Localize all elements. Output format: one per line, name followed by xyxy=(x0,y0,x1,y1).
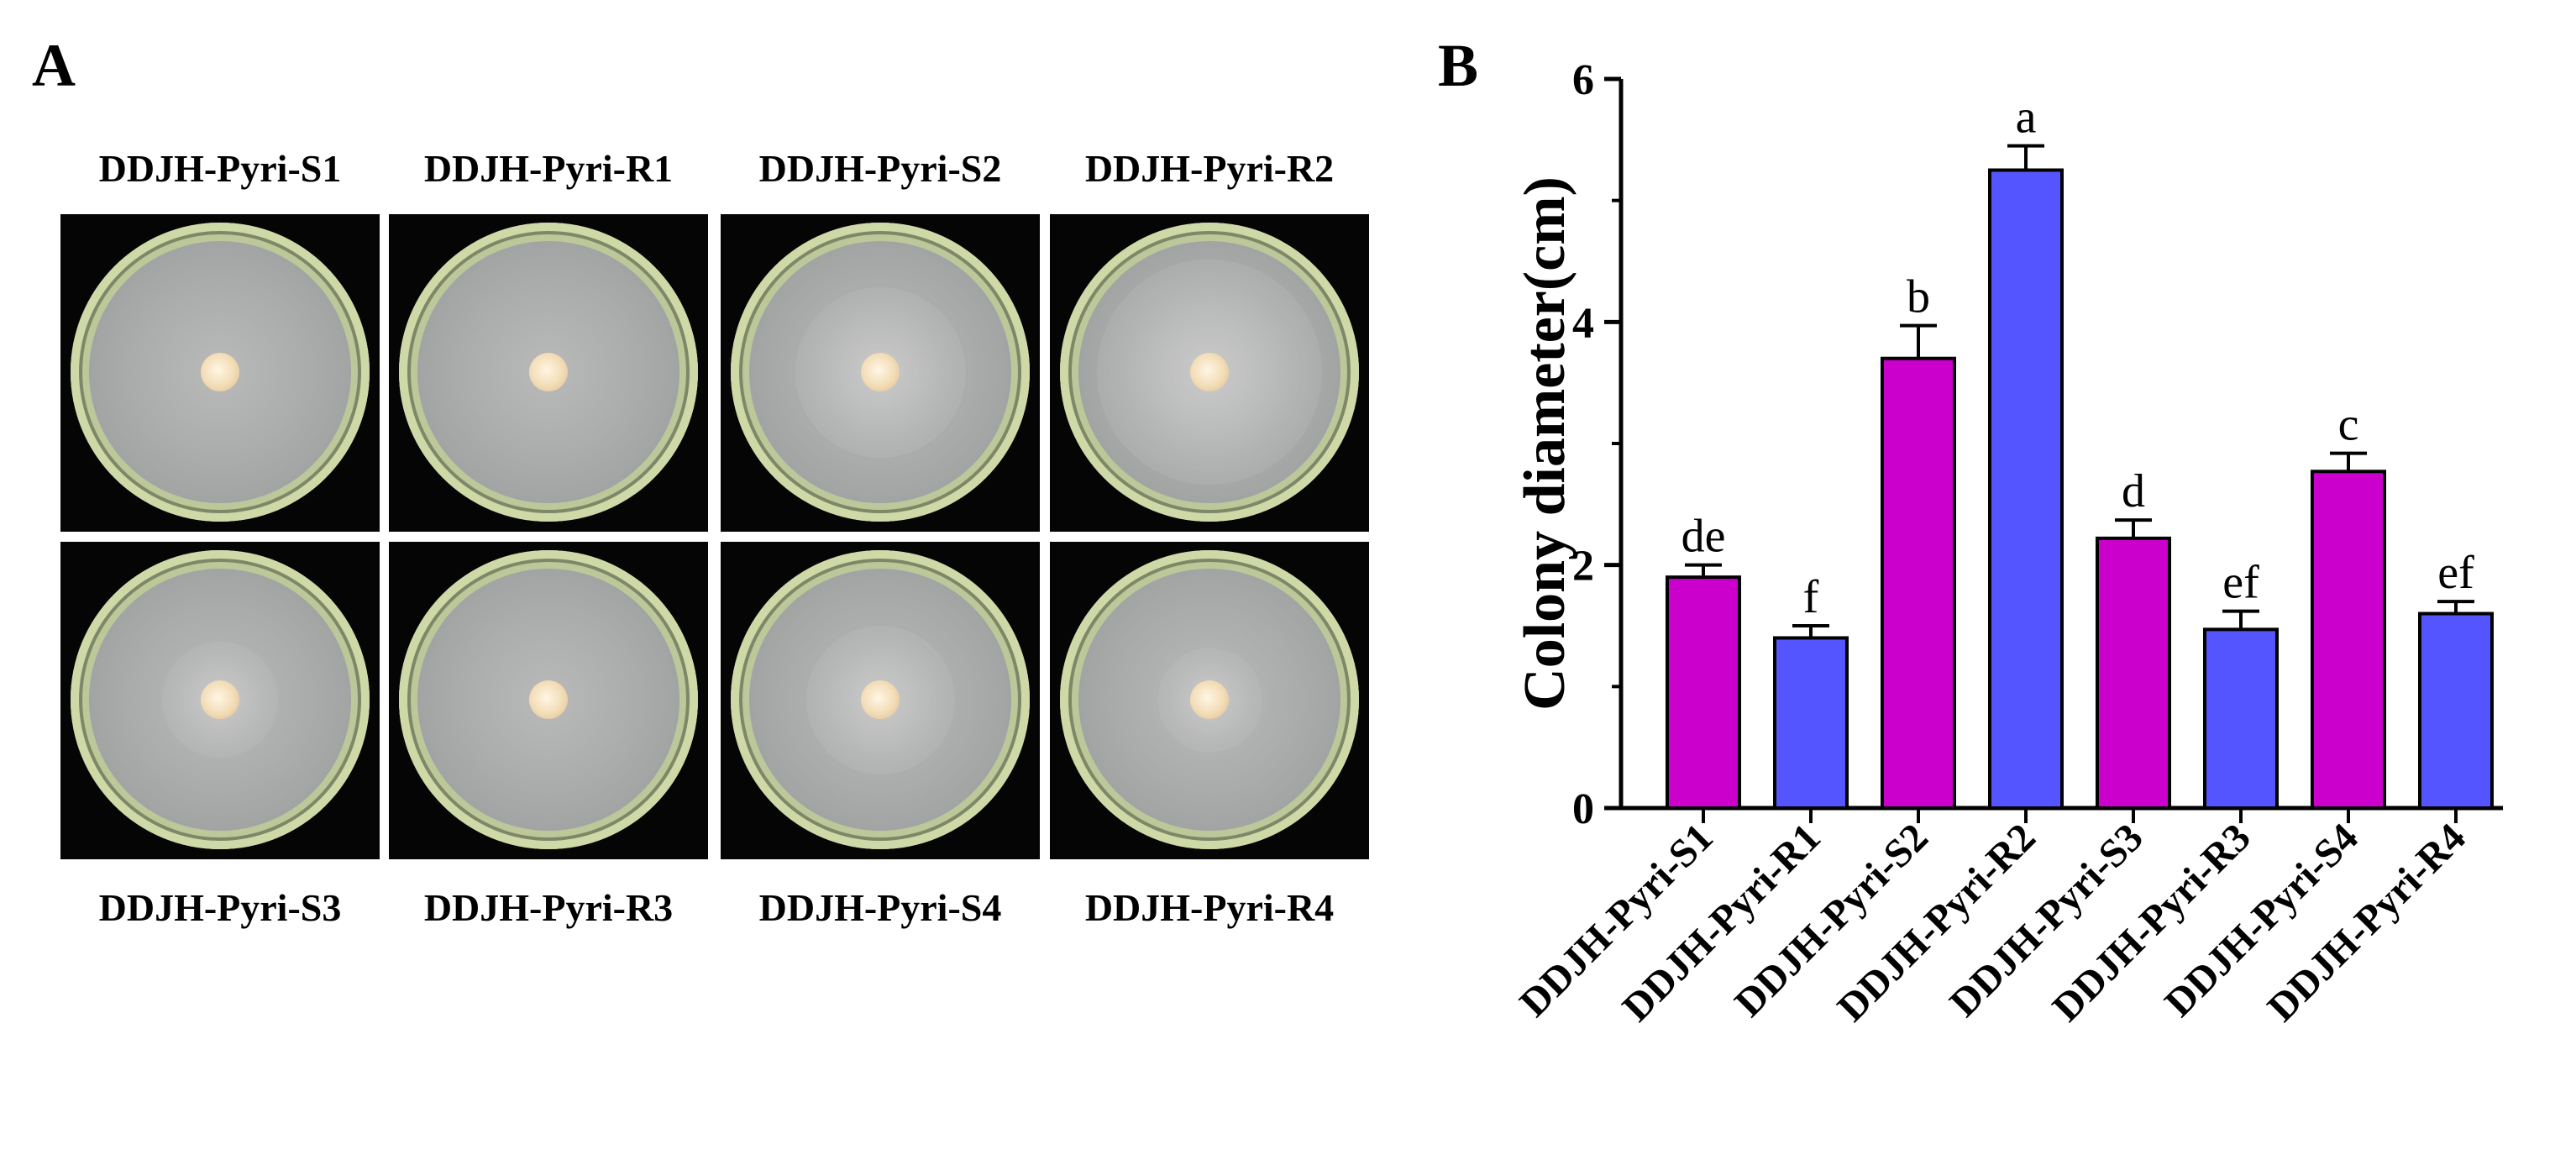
bar xyxy=(1881,356,1956,810)
petri-plate xyxy=(721,542,1040,859)
x-tick-label: DDJH-Pyri-S2 xyxy=(1726,815,1937,1026)
bar xyxy=(2203,627,2279,811)
colony-spot xyxy=(1190,680,1229,719)
bar xyxy=(1666,575,1741,811)
plate-label: DDJH-Pyri-R4 xyxy=(1084,886,1335,929)
colony-spot xyxy=(861,353,900,391)
y-tick-label: 4 xyxy=(1572,299,1594,347)
y-tick-label: 6 xyxy=(1572,56,1594,104)
bar xyxy=(1988,168,2064,810)
colony-spot xyxy=(529,353,568,391)
panel-b-letter: B xyxy=(1438,32,1479,99)
petri-plate xyxy=(60,214,380,532)
plate-label: DDJH-Pyri-R2 xyxy=(1084,147,1335,190)
colony-spot xyxy=(861,680,900,719)
colony-spot xyxy=(1190,353,1229,391)
significance-label: f xyxy=(1803,571,1819,623)
petri-plate xyxy=(60,542,380,859)
x-tick-label: DDJH-Pyri-R4 xyxy=(2259,815,2474,1030)
significance-label: b xyxy=(1907,271,1930,323)
petri-plate xyxy=(1050,542,1369,859)
plate-label: DDJH-Pyri-R1 xyxy=(423,147,674,190)
bar xyxy=(2096,536,2171,811)
significance-label: de xyxy=(1681,511,1726,563)
x-tick-label: DDJH-Pyri-S1 xyxy=(1511,815,1722,1026)
significance-label: d xyxy=(2122,465,2145,517)
x-tick-label: DDJH-Pyri-S4 xyxy=(2156,815,2367,1026)
petri-plate xyxy=(1050,214,1369,532)
colony-spot xyxy=(201,353,239,391)
bar xyxy=(1773,636,1849,811)
plate-label: DDJH-Pyri-R3 xyxy=(423,886,674,929)
significance-label: a xyxy=(2016,92,2037,144)
petri-plate xyxy=(389,542,708,859)
plate-label: DDJH-Pyri-S2 xyxy=(758,147,1002,190)
panel-a-letter: A xyxy=(32,32,76,99)
plate-label: DDJH-Pyri-S4 xyxy=(758,886,1002,929)
colony-spot xyxy=(529,680,568,719)
plate-label: DDJH-Pyri-S3 xyxy=(98,886,342,929)
y-tick-label: 2 xyxy=(1572,543,1594,590)
petri-plate xyxy=(721,214,1040,532)
bar xyxy=(2311,470,2386,810)
significance-label: c xyxy=(2338,399,2359,451)
significance-label: ef xyxy=(2437,547,2474,599)
y-tick-label: 0 xyxy=(1572,785,1594,833)
bar xyxy=(2418,611,2494,810)
x-tick-label: DDJH-Pyri-S3 xyxy=(1941,815,2152,1026)
colony-spot xyxy=(201,680,239,719)
significance-label: ef xyxy=(2222,557,2259,609)
plate-label: DDJH-Pyri-S1 xyxy=(98,147,342,190)
petri-plate xyxy=(389,214,708,532)
y-axis-label: Colony diameter(cm) xyxy=(1513,176,1577,711)
